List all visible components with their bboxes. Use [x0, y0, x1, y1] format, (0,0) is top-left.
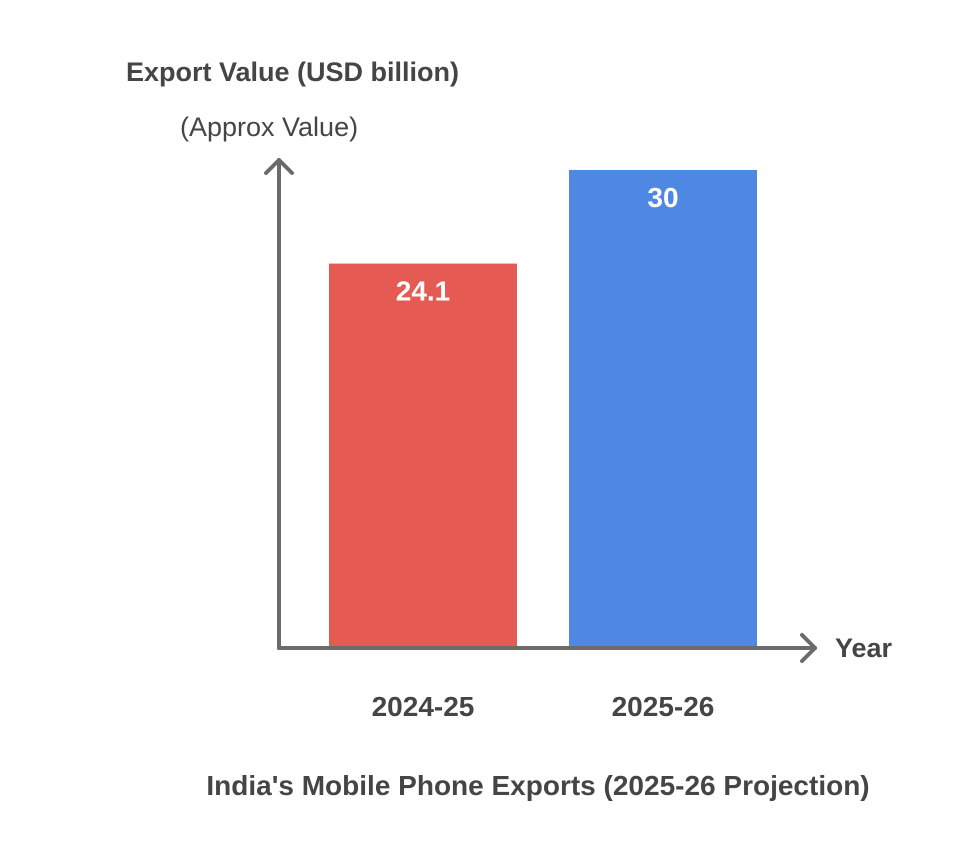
x-axis-label: Year [835, 633, 893, 663]
bar-value-label-2024-25: 24.1 [396, 276, 451, 307]
y-axis-sublabel: (Approx Value) [180, 112, 358, 142]
x-tick-label-2024-25: 2024-25 [372, 691, 475, 722]
bars-group: 24.1 30 [329, 170, 757, 646]
bar-2025-26 [569, 170, 757, 646]
bar-2024-25 [329, 263, 517, 646]
y-axis-arrow-icon [264, 158, 294, 175]
x-tick-labels: 2024-25 2025-26 [372, 691, 715, 722]
bar-value-label-2025-26: 30 [647, 182, 678, 213]
x-tick-label-2025-26: 2025-26 [612, 691, 715, 722]
y-axis-label: Export Value (USD billion) [126, 57, 459, 87]
x-axis-arrow-icon [800, 633, 817, 663]
chart-title: India's Mobile Phone Exports (2025-26 Pr… [206, 770, 869, 801]
